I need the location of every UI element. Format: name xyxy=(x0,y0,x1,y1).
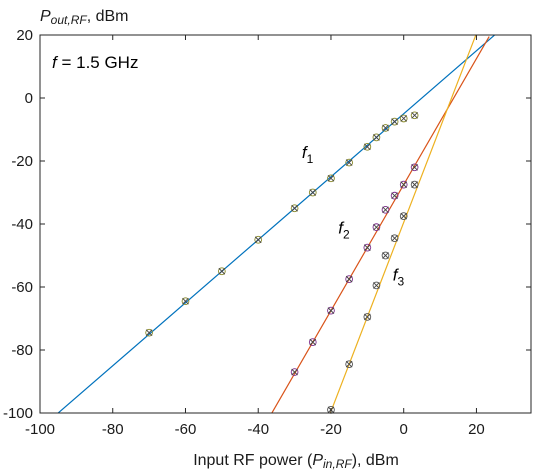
x-tick-label: -100 xyxy=(25,421,55,438)
y-axis-label: Pout,RF, dBm xyxy=(40,8,128,27)
x-tick-label: -40 xyxy=(247,421,269,438)
data-point-f1 xyxy=(254,235,263,244)
curve-label-f2: f2 xyxy=(338,218,350,241)
data-point-f1 xyxy=(145,328,153,337)
data-point-f2 xyxy=(399,180,408,189)
data-point-f2 xyxy=(308,338,317,346)
series-line-f1 xyxy=(57,35,496,413)
x-tick-label: -20 xyxy=(320,421,342,438)
data-point-f3 xyxy=(372,281,381,290)
curve-labels: f1 f2 f3 xyxy=(302,143,405,289)
data-point-f2 xyxy=(363,243,372,252)
curve-label-f3: f3 xyxy=(393,266,405,289)
data-point-f1 xyxy=(381,124,390,132)
y-tick-label: -60 xyxy=(11,279,33,296)
data-point-f3 xyxy=(399,212,408,220)
data-point-f2 xyxy=(410,163,419,172)
y-tick-label: 20 xyxy=(16,27,33,44)
curve-label-f1: f1 xyxy=(302,143,314,166)
data-point-f3 xyxy=(410,180,419,189)
data-point-f3 xyxy=(363,313,372,321)
data-point-f3 xyxy=(381,251,390,260)
x-axis-label: Input RF power (Pin,RF), dBm xyxy=(193,452,399,471)
x-tick-label: -80 xyxy=(102,421,124,438)
x-tick-label: 0 xyxy=(400,421,408,438)
data-point-f2 xyxy=(381,205,390,214)
data-point-f1 xyxy=(363,142,372,151)
series-line-f2 xyxy=(271,36,490,413)
series-line-f3 xyxy=(329,35,477,413)
y-tick-label: -100 xyxy=(3,405,33,422)
data-point-f1 xyxy=(181,297,190,306)
data-point-f2 xyxy=(327,306,335,315)
data-point-f3 xyxy=(345,360,353,369)
x-tick-label: -60 xyxy=(175,421,197,438)
data-point-f1 xyxy=(290,204,299,213)
data-point-f2 xyxy=(372,223,381,232)
data-point-f1 xyxy=(390,117,399,126)
axis-ticks: -100 -80 -60 -40 -20 0 20 -100 -80 -60 -40 -20 0 20 xyxy=(3,27,531,438)
data-point-f2 xyxy=(390,191,399,200)
data-point-f1 xyxy=(399,114,408,123)
frequency-annotation: f = 1.5 GHz xyxy=(52,53,138,72)
data-point-f3 xyxy=(390,234,399,243)
y-tick-label: -20 xyxy=(11,153,33,170)
data-point-f2 xyxy=(290,368,299,376)
data-point-f1 xyxy=(410,111,419,120)
data-point-f1 xyxy=(327,174,335,183)
y-tick-label: -40 xyxy=(11,216,33,233)
y-tick-label: 0 xyxy=(25,90,33,107)
data-point-f1 xyxy=(218,267,226,276)
x-tick-label: 20 xyxy=(468,421,485,438)
data-point-f1 xyxy=(372,133,381,142)
series-markers xyxy=(145,111,419,414)
data-point-f1 xyxy=(308,188,317,197)
data-point-f2 xyxy=(345,275,353,283)
series-lines xyxy=(57,35,496,413)
data-point-f1 xyxy=(345,158,353,167)
y-tick-label: -80 xyxy=(11,342,33,359)
